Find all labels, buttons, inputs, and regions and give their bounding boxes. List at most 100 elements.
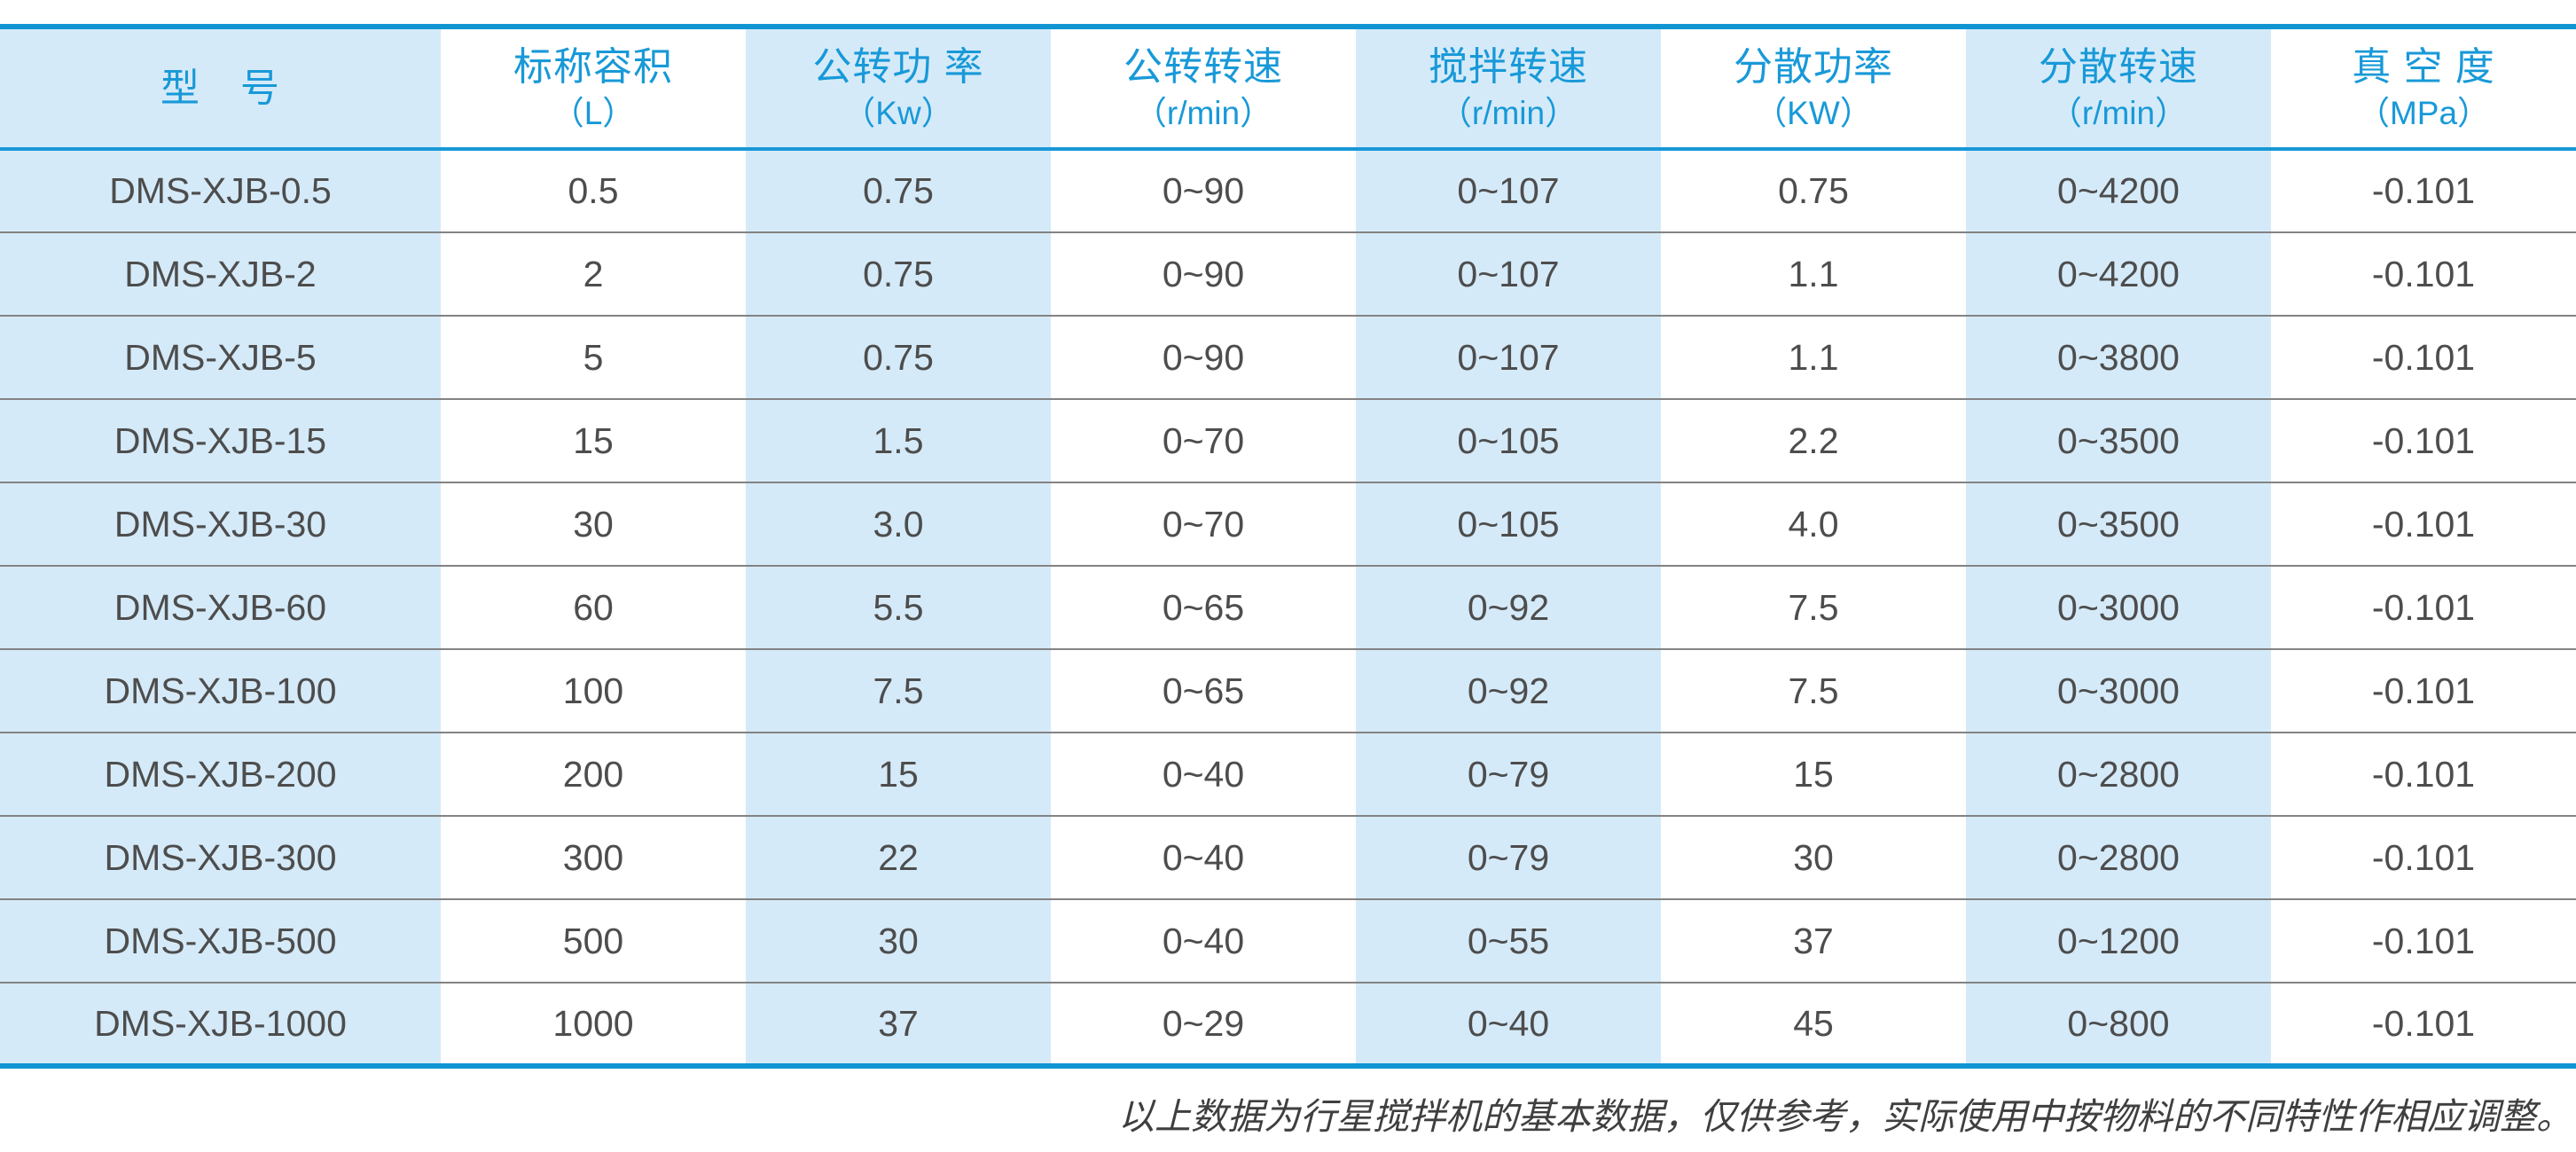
- revolution-power-cell: 0.75: [746, 149, 1051, 232]
- revolution-speed-cell: 0~90: [1051, 232, 1356, 316]
- col-header-revolution-speed: 公转转速 （r/min）: [1051, 27, 1356, 149]
- model-cell: DMS-XJB-300: [0, 816, 441, 899]
- dispersion-speed-cell: 0~800: [1966, 983, 2271, 1066]
- dispersion-power-cell: 15: [1661, 733, 1966, 816]
- model-cell: DMS-XJB-0.5: [0, 149, 441, 232]
- revolution-speed-cell: 0~40: [1051, 816, 1356, 899]
- revolution-power-cell: 0.75: [746, 316, 1051, 399]
- model-cell: DMS-XJB-60: [0, 566, 441, 649]
- col-header-capacity: 标称容积 （L）: [441, 27, 746, 149]
- table-row: DMS-XJB-60 60 5.5 0~65 0~92 7.5 0~3000 -…: [0, 566, 2576, 649]
- dispersion-power-cell: 1.1: [1661, 316, 1966, 399]
- revolution-speed-cell: 0~70: [1051, 482, 1356, 566]
- model-cell: DMS-XJB-2: [0, 232, 441, 316]
- col-header-model: 型 号: [0, 27, 441, 149]
- col-title: 分散功率: [1734, 44, 1893, 89]
- dispersion-power-cell: 0.75: [1661, 149, 1966, 232]
- revolution-power-cell: 0.75: [746, 232, 1051, 316]
- col-header-dispersion-speed: 分散转速 （r/min）: [1966, 27, 2271, 149]
- col-title: 标称容积: [513, 44, 673, 89]
- revolution-speed-cell: 0~40: [1051, 733, 1356, 816]
- model-cell: DMS-XJB-15: [0, 399, 441, 482]
- dispersion-power-cell: 7.5: [1661, 566, 1966, 649]
- dispersion-speed-cell: 0~3500: [1966, 482, 2271, 566]
- footnote: 以上数据为行星搅拌机的基本数据，仅供参考，实际使用中按物料的不同特性作相应调整。: [1118, 1095, 2572, 1138]
- table-row: DMS-XJB-100 100 7.5 0~65 0~92 7.5 0~3000…: [0, 649, 2576, 733]
- vacuum-cell: -0.101: [2271, 399, 2576, 482]
- revolution-speed-cell: 0~40: [1051, 899, 1356, 983]
- dispersion-speed-cell: 0~2800: [1966, 816, 2271, 899]
- stirring-speed-cell: 0~107: [1356, 149, 1661, 232]
- capacity-cell: 1000: [441, 983, 746, 1066]
- dispersion-power-cell: 45: [1661, 983, 1966, 1066]
- col-title: 搅拌转速: [1429, 44, 1588, 89]
- stirring-speed-cell: 0~40: [1356, 983, 1661, 1066]
- col-title: 型 号: [161, 66, 280, 110]
- stirring-speed-cell: 0~79: [1356, 733, 1661, 816]
- dispersion-speed-cell: 0~4200: [1966, 232, 2271, 316]
- header-row: 型 号 标称容积 （L） 公转功 率 （Kw） 公转转速 （r/min） 搅拌转…: [0, 27, 2576, 149]
- revolution-power-cell: 1.5: [746, 399, 1051, 482]
- vacuum-cell: -0.101: [2271, 149, 2576, 232]
- col-unit: （L）: [551, 94, 636, 131]
- model-cell: DMS-XJB-500: [0, 899, 441, 983]
- vacuum-cell: -0.101: [2271, 816, 2576, 899]
- col-unit: （r/min）: [1133, 94, 1273, 131]
- table-row: DMS-XJB-2 2 0.75 0~90 0~107 1.1 0~4200 -…: [0, 232, 2576, 316]
- table-row: DMS-XJB-0.5 0.5 0.75 0~90 0~107 0.75 0~4…: [0, 149, 2576, 232]
- capacity-cell: 500: [441, 899, 746, 983]
- stirring-speed-cell: 0~92: [1356, 649, 1661, 733]
- vacuum-cell: -0.101: [2271, 649, 2576, 733]
- revolution-power-cell: 30: [746, 899, 1051, 983]
- revolution-power-cell: 3.0: [746, 482, 1051, 566]
- col-unit: （MPa）: [2356, 94, 2491, 131]
- revolution-speed-cell: 0~29: [1051, 983, 1356, 1066]
- vacuum-cell: -0.101: [2271, 733, 2576, 816]
- dispersion-power-cell: 2.2: [1661, 399, 1966, 482]
- model-cell: DMS-XJB-100: [0, 649, 441, 733]
- dispersion-speed-cell: 0~4200: [1966, 149, 2271, 232]
- dispersion-power-cell: 30: [1661, 816, 1966, 899]
- vacuum-cell: -0.101: [2271, 316, 2576, 399]
- stirring-speed-cell: 0~92: [1356, 566, 1661, 649]
- capacity-cell: 2: [441, 232, 746, 316]
- revolution-speed-cell: 0~90: [1051, 316, 1356, 399]
- stirring-speed-cell: 0~55: [1356, 899, 1661, 983]
- capacity-cell: 5: [441, 316, 746, 399]
- col-header-dispersion-power: 分散功率 （KW）: [1661, 27, 1966, 149]
- dispersion-power-cell: 37: [1661, 899, 1966, 983]
- stirring-speed-cell: 0~105: [1356, 399, 1661, 482]
- revolution-power-cell: 7.5: [746, 649, 1051, 733]
- table-row: DMS-XJB-30 30 3.0 0~70 0~105 4.0 0~3500 …: [0, 482, 2576, 566]
- col-title: 真 空 度: [2352, 44, 2495, 89]
- revolution-speed-cell: 0~90: [1051, 149, 1356, 232]
- vacuum-cell: -0.101: [2271, 983, 2576, 1066]
- dispersion-power-cell: 1.1: [1661, 232, 1966, 316]
- capacity-cell: 60: [441, 566, 746, 649]
- table-row: DMS-XJB-300 300 22 0~40 0~79 30 0~2800 -…: [0, 816, 2576, 899]
- dispersion-power-cell: 4.0: [1661, 482, 1966, 566]
- stirring-speed-cell: 0~79: [1356, 816, 1661, 899]
- stirring-speed-cell: 0~107: [1356, 316, 1661, 399]
- table-row: DMS-XJB-15 15 1.5 0~70 0~105 2.2 0~3500 …: [0, 399, 2576, 482]
- col-title: 公转转速: [1124, 44, 1283, 89]
- col-header-vacuum: 真 空 度 （MPa）: [2271, 27, 2576, 149]
- revolution-speed-cell: 0~65: [1051, 566, 1356, 649]
- col-header-stirring-speed: 搅拌转速 （r/min）: [1356, 27, 1661, 149]
- vacuum-cell: -0.101: [2271, 482, 2576, 566]
- vacuum-cell: -0.101: [2271, 232, 2576, 316]
- model-cell: DMS-XJB-30: [0, 482, 441, 566]
- capacity-cell: 300: [441, 816, 746, 899]
- col-title: 公转功 率: [812, 44, 984, 89]
- col-unit: （Kw）: [842, 94, 954, 131]
- revolution-speed-cell: 0~65: [1051, 649, 1356, 733]
- dispersion-speed-cell: 0~3000: [1966, 649, 2271, 733]
- dispersion-speed-cell: 0~2800: [1966, 733, 2271, 816]
- table-row: DMS-XJB-200 200 15 0~40 0~79 15 0~2800 -…: [0, 733, 2576, 816]
- dispersion-speed-cell: 0~3500: [1966, 399, 2271, 482]
- dispersion-speed-cell: 0~3000: [1966, 566, 2271, 649]
- col-title: 分散转速: [2039, 44, 2198, 89]
- dispersion-speed-cell: 0~3800: [1966, 316, 2271, 399]
- revolution-power-cell: 15: [746, 733, 1051, 816]
